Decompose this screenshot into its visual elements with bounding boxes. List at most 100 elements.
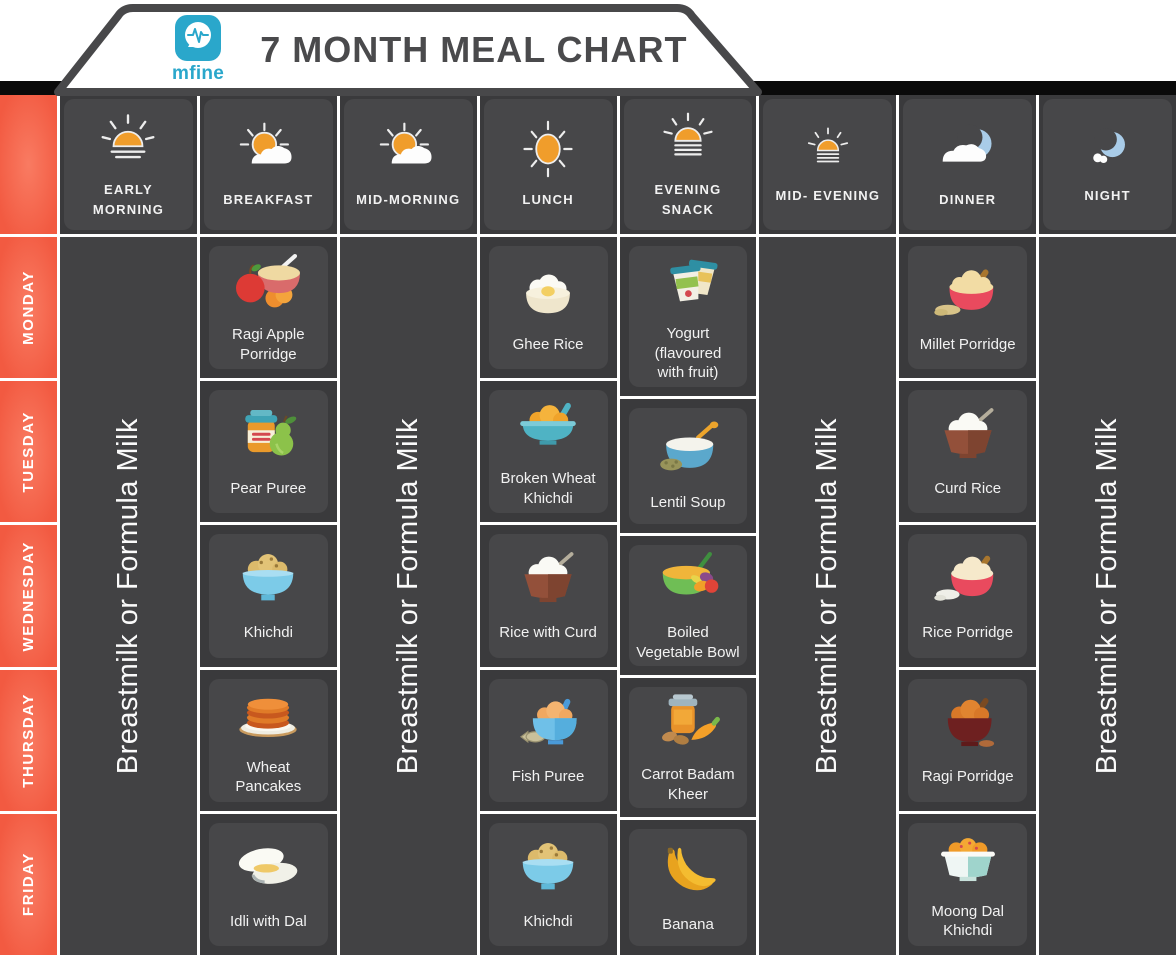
mid-morning-label: MID-MORNING (356, 191, 461, 207)
meal-cell-wednesday-breakfast: Khichdi (199, 525, 337, 670)
sunset-icon (650, 110, 726, 168)
meal-label: Banana (662, 915, 714, 933)
column-evening-snack: EVENING SNACK Yogurt (flavoured with fru… (616, 95, 757, 955)
mid-morning-header: MID-MORNING (339, 95, 477, 237)
early-morning-header: EARLY MORNING (60, 95, 197, 237)
moon-cloud-icon (930, 120, 1006, 178)
sunrise-icon (90, 110, 166, 168)
meal-label: Ragi Apple Porridge (232, 326, 305, 363)
mid-evening-label: MID- EVENING (775, 187, 881, 203)
broken-wheat-khichdi-icon (505, 395, 591, 459)
meal-cell-thursday-dinner: Ragi Porridge (899, 670, 1037, 814)
column-early-morning: EARLY MORNING Breastmilk or Formula Milk (57, 95, 197, 955)
idli-with-dal-icon (225, 838, 311, 902)
column-dinner: DINNER Millet Porridge Curd Rice Rice Po… (896, 95, 1037, 955)
wheat-pancakes-icon (225, 684, 311, 748)
brand-name: mfine (172, 63, 225, 84)
curd-rice-icon (925, 405, 1011, 469)
day-label-tuesday: TUESDAY (20, 411, 37, 493)
sun-icon (510, 120, 586, 178)
meal-cell-thursday-evening-snack: Carrot Badam Kheer (619, 678, 757, 821)
meal-label: Broken Wheat Khichdi (500, 470, 596, 507)
meal-label: Fish Puree (511, 768, 585, 786)
meal-label: Curd Rice (934, 480, 1002, 498)
evening-snack-label: EVENING SNACK (654, 182, 722, 217)
milk-text: Breastmilk or Formula Milk (811, 417, 844, 775)
day-cell-tuesday: TUESDAY (0, 381, 57, 526)
meal-label: Ragi Porridge (921, 768, 1014, 786)
meal-cell-monday-evening-snack: Yogurt (flavoured with fruit) (619, 237, 757, 399)
day-cell-friday: FRIDAY (0, 813, 57, 955)
day-cell-monday: MONDAY (0, 237, 57, 382)
meal-chart-table: MONDAY TUESDAY WEDNESDAY THURSDAY FRIDAY… (0, 95, 1176, 955)
day-label-thursday: THURSDAY (20, 692, 37, 788)
day-label-monday: MONDAY (20, 270, 37, 346)
meal-cell-monday-breakfast: Ragi Apple Porridge (199, 237, 337, 382)
mfine-logo: mfine (172, 15, 224, 85)
breakfast-header: BREAKFAST (199, 95, 337, 237)
lunch-label: LUNCH (522, 191, 574, 207)
khichdi-bowl-icon (505, 838, 591, 902)
day-label-wednesday: WEDNESDAY (20, 540, 37, 652)
page-title: 7 MONTH MEAL CHART (260, 29, 688, 70)
early-morning-milk-cell: Breastmilk or Formula Milk (60, 237, 197, 955)
column-mid-evening: MID- EVENING Breastmilk or Formula Milk (756, 95, 897, 955)
meal-cell-friday-lunch: Khichdi (480, 814, 617, 955)
mid-evening-header: MID- EVENING (759, 95, 897, 237)
crescent-moon-icon (1077, 124, 1139, 174)
breakfast-label: BREAKFAST (223, 191, 314, 207)
milk-text: Breastmilk or Formula Milk (391, 417, 424, 775)
meal-label: Carrot Badam Kheer (641, 766, 735, 803)
evening-snack-header: EVENING SNACK (619, 95, 757, 237)
night-milk-cell: Breastmilk or Formula Milk (1039, 237, 1176, 955)
meal-label: Millet Porridge (919, 335, 1016, 353)
meal-cell-friday-dinner: Moong Dal Khichdi (899, 814, 1036, 955)
meal-cell-friday-breakfast: Idli with Dal (200, 814, 337, 955)
night-label: NIGHT (1084, 187, 1131, 203)
meal-cell-tuesday-evening-snack: Lentil Soup (619, 399, 757, 537)
boiled-vegetable-bowl-icon (645, 549, 731, 613)
banner: mfine 7 MONTH MEAL CHART (172, 10, 688, 90)
column-lunch: LUNCH Ghee Rice Broken Wheat Khichdi Ric… (476, 95, 617, 955)
lunch-header: LUNCH (479, 95, 617, 237)
column-mid-morning: MID-MORNING Breastmilk or Formula Milk (336, 95, 477, 955)
meal-cell-tuesday-lunch: Broken Wheat Khichdi (479, 381, 617, 526)
meal-label: Rice Porridge (922, 624, 1014, 642)
day-column-header (0, 95, 57, 237)
ragi-porridge-icon (925, 693, 1011, 757)
meal-label: Pear Puree (230, 480, 307, 498)
banana-icon (645, 841, 731, 905)
meal-label: Moong Dal Khichdi (931, 902, 1004, 940)
sunset-icon (797, 124, 859, 174)
dinner-header: DINNER (899, 95, 1037, 237)
meal-label: Idli with Dal (229, 912, 307, 930)
lentil-soup-icon (645, 419, 731, 483)
day-label-friday: FRIDAY (20, 852, 37, 917)
day-column: MONDAY TUESDAY WEDNESDAY THURSDAY FRIDAY (0, 95, 57, 955)
meal-cell-tuesday-dinner: Curd Rice (899, 381, 1037, 526)
meal-label: Khichdi (243, 624, 293, 642)
meal-label: Rice with Curd (499, 624, 597, 642)
meal-label: Lentil Soup (650, 494, 726, 512)
carrot-badam-kheer-icon (645, 691, 731, 755)
mid-evening-milk-cell: Breastmilk or Formula Milk (759, 237, 897, 955)
yogurt-cups-icon (645, 250, 731, 314)
meal-cell-wednesday-dinner: Rice Porridge (899, 525, 1037, 670)
early-morning-label: EARLY MORNING (92, 182, 165, 217)
ragi-apple-porridge-icon (225, 251, 311, 315)
milk-text: Breastmilk or Formula Milk (1091, 417, 1124, 775)
banner-trapezoid (54, 4, 762, 96)
dinner-label: DINNER (939, 191, 997, 207)
sun-cloud-icon (370, 120, 446, 178)
meal-label: Ghee Rice (512, 335, 584, 353)
rice-porridge-icon (925, 549, 1011, 613)
khichdi-bowl-icon (225, 549, 311, 613)
milk-text: Breastmilk or Formula Milk (111, 417, 144, 775)
meal-cell-wednesday-lunch: Rice with Curd (479, 525, 617, 670)
meal-label: Wheat Pancakes (235, 758, 302, 796)
column-night: NIGHT Breastmilk or Formula Milk (1036, 95, 1176, 955)
meal-cell-monday-dinner: Millet Porridge (899, 237, 1037, 382)
day-cell-thursday: THURSDAY (0, 669, 57, 814)
ghee-rice-icon (505, 261, 591, 325)
